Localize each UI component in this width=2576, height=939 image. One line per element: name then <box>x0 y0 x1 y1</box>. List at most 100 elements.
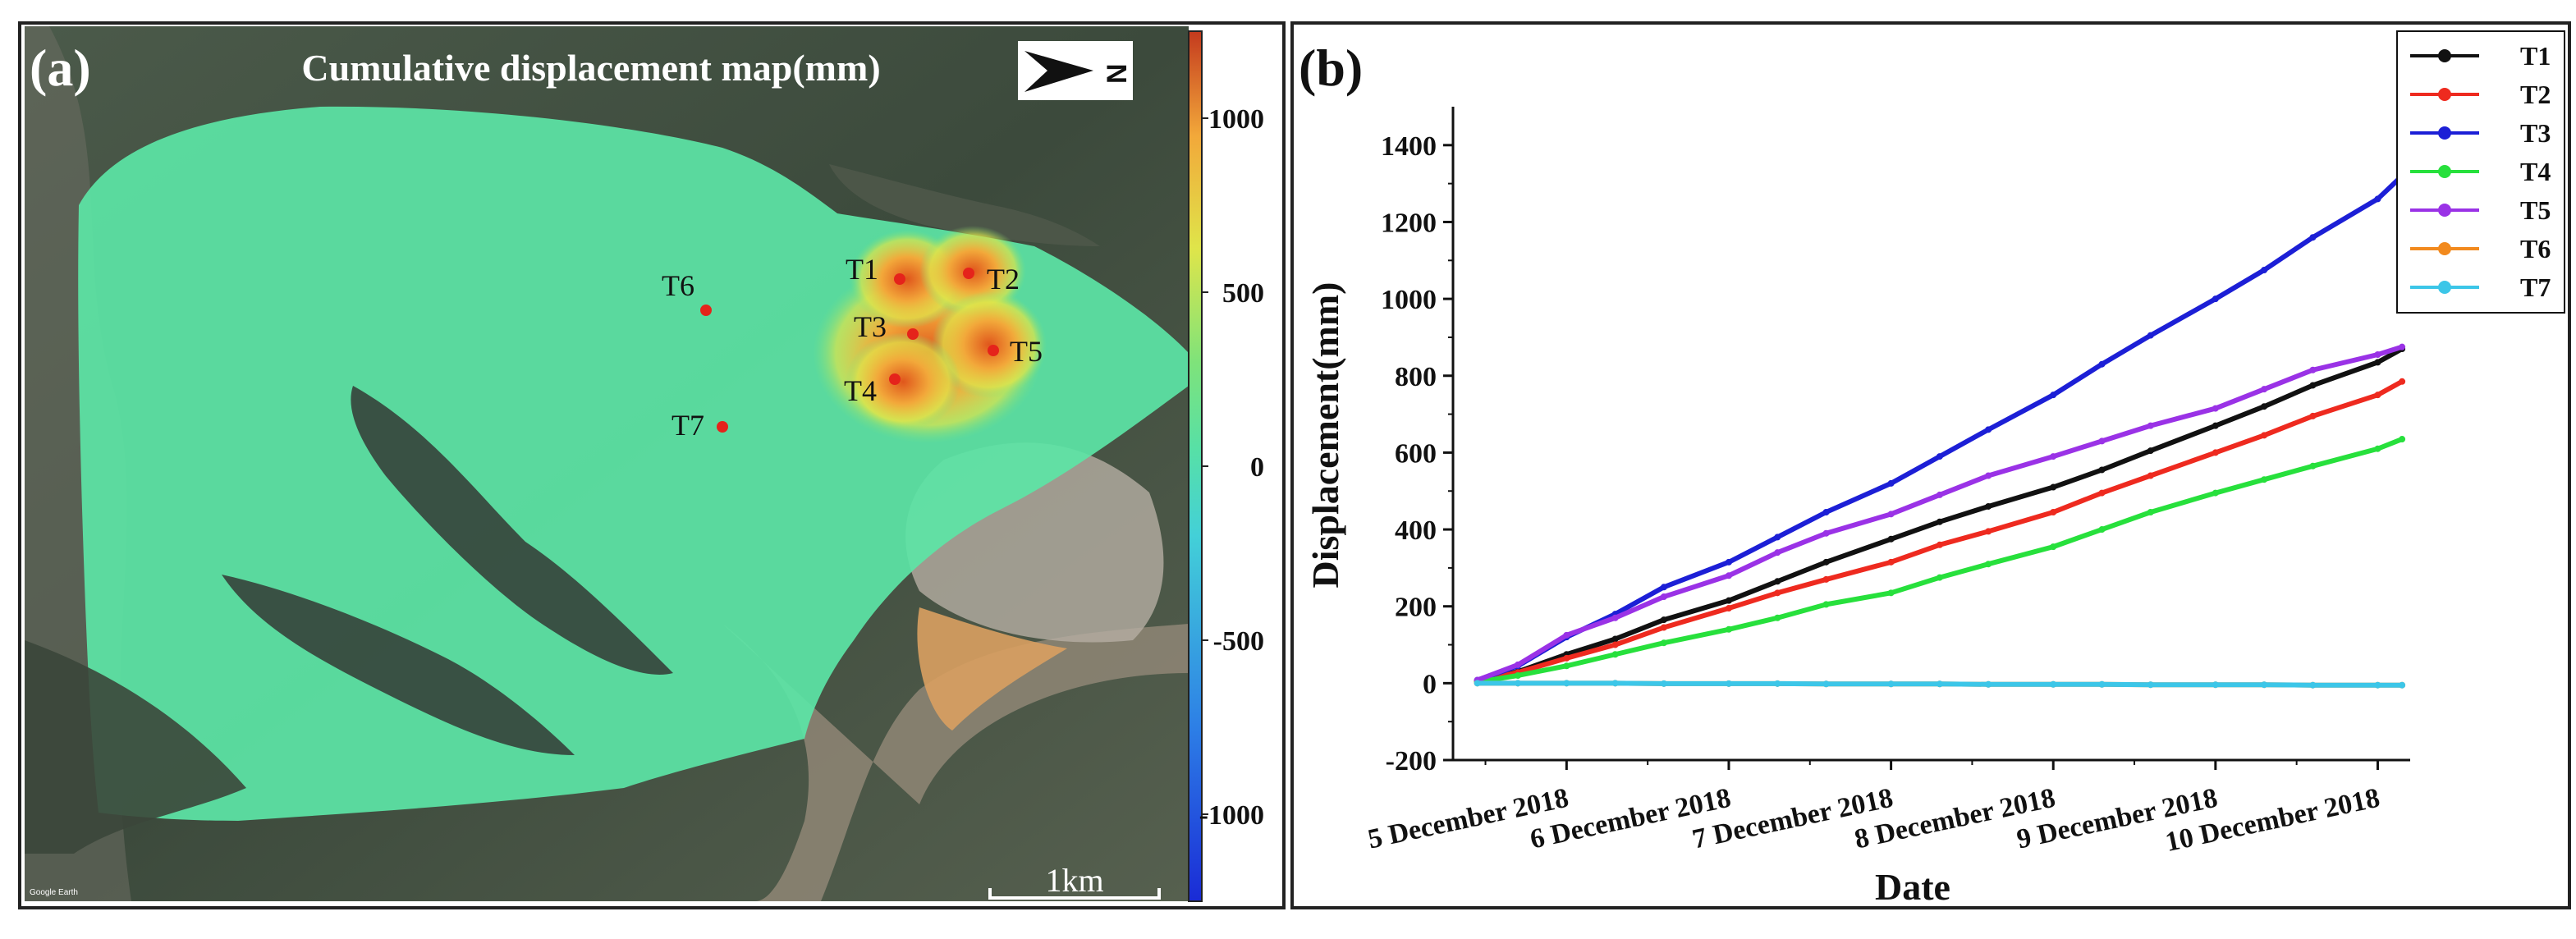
data-point-t5 <box>1725 572 1732 579</box>
forest-patch-1 <box>351 386 673 675</box>
y-tick-label: 800 <box>1395 362 1437 392</box>
data-point-t1 <box>2309 382 2317 389</box>
data-point-t2 <box>2309 412 2317 419</box>
data-point-t3 <box>1936 453 1943 460</box>
data-point-t3 <box>2309 234 2317 241</box>
data-point-t2 <box>2261 432 2268 439</box>
data-point-t2 <box>2374 392 2381 399</box>
colorbar-tick-label: 0 <box>1250 452 1264 483</box>
y-tick-label: 1400 <box>1381 131 1437 162</box>
data-point-t4 <box>2212 489 2219 497</box>
y-tick-label: -200 <box>1386 746 1437 776</box>
data-point-t7 <box>2261 681 2268 689</box>
legend-label-t7: T7 <box>2520 273 2551 302</box>
point-label-t5: T5 <box>1010 335 1043 368</box>
scale-label: 1km <box>1045 862 1103 899</box>
data-point-t7 <box>1611 680 1619 687</box>
data-point-t7 <box>2309 681 2317 689</box>
data-point-t4 <box>1725 625 1732 633</box>
satellite-map <box>25 26 1189 901</box>
panel-b-letter: (b) <box>1299 39 1363 97</box>
data-point-t3 <box>2098 360 2106 368</box>
data-point-t2 <box>1611 641 1619 648</box>
data-point-t4 <box>1985 561 1992 568</box>
point-label-t3: T3 <box>854 310 887 343</box>
point-marker-t6 <box>700 305 712 316</box>
colorbar-tick-label: -500 <box>1213 626 1264 657</box>
data-point-t5 <box>2098 437 2106 445</box>
data-point-t4 <box>1660 639 1667 647</box>
y-axis-label: Displacement(mm) <box>1304 282 1346 588</box>
data-point-t1 <box>1887 535 1895 543</box>
data-point-t2 <box>1822 575 1830 583</box>
data-point-t7 <box>1474 680 1481 687</box>
data-point-t2 <box>1660 624 1667 631</box>
data-point-t4 <box>2399 436 2406 443</box>
data-point-t3 <box>2261 267 2268 273</box>
data-point-t7 <box>2399 681 2406 689</box>
point-label-t2: T2 <box>987 263 1020 295</box>
data-point-t4 <box>1563 662 1570 670</box>
data-point-t2 <box>1725 605 1732 612</box>
data-point-t3 <box>2374 195 2381 203</box>
legend-marker-t1 <box>2438 49 2451 62</box>
data-point-t7 <box>1822 680 1830 688</box>
panel-a-letter: (a) <box>30 39 91 97</box>
data-point-t2 <box>1887 558 1895 566</box>
data-point-t1 <box>2098 466 2106 474</box>
data-point-t5 <box>2399 343 2406 350</box>
data-point-t1 <box>1822 558 1830 566</box>
data-point-t5 <box>2309 366 2317 373</box>
legend-label-t2: T2 <box>2520 80 2551 109</box>
data-point-t2 <box>1774 589 1781 597</box>
data-point-t5 <box>2147 422 2154 429</box>
hotspot-t5 <box>932 291 1047 398</box>
data-point-t7 <box>2050 680 2057 688</box>
data-point-t3 <box>2212 295 2219 303</box>
point-marker-t3 <box>907 328 919 340</box>
hotspot-t4 <box>846 332 960 431</box>
data-point-t5 <box>2050 453 2057 460</box>
north-label: N <box>1102 63 1133 84</box>
data-point-t5 <box>1611 614 1619 621</box>
series-t7 <box>1474 680 2406 689</box>
data-point-t1 <box>1725 597 1732 604</box>
data-point-t2 <box>2399 378 2406 385</box>
legend-label-t5: T5 <box>2520 195 2551 225</box>
data-point-t1 <box>1611 635 1619 643</box>
data-point-t4 <box>2098 526 2106 534</box>
data-point-t5 <box>1660 593 1667 600</box>
data-point-t1 <box>2374 359 2381 366</box>
data-point-t4 <box>2261 476 2268 483</box>
data-point-t2 <box>2050 508 2057 515</box>
data-point-t1 <box>1936 518 1943 525</box>
data-point-t5 <box>1936 491 1943 498</box>
data-point-t2 <box>1563 654 1570 662</box>
legend-marker-t5 <box>2438 204 2451 217</box>
data-point-t5 <box>1887 511 1895 518</box>
point-label-t6: T6 <box>662 269 694 302</box>
data-point-t7 <box>2147 681 2154 689</box>
data-point-t3 <box>1985 426 1992 433</box>
point-marker-t4 <box>889 373 901 385</box>
data-point-t4 <box>1515 671 1522 679</box>
data-point-t5 <box>1563 631 1570 639</box>
y-tick-label: 0 <box>1423 669 1437 699</box>
data-point-t1 <box>1774 578 1781 585</box>
series-t5 <box>1474 343 2406 684</box>
data-point-t1 <box>1985 502 1992 510</box>
y-tick-label: 1200 <box>1381 208 1437 238</box>
data-point-t5 <box>1774 549 1781 557</box>
data-point-t5 <box>1985 472 1992 479</box>
data-point-t3 <box>1887 479 1895 487</box>
data-point-t4 <box>1611 651 1619 658</box>
data-point-t7 <box>1774 680 1781 687</box>
data-point-t2 <box>2098 489 2106 497</box>
series-t3 <box>1474 172 2406 684</box>
data-point-t4 <box>1887 589 1895 597</box>
point-marker-t2 <box>963 268 974 279</box>
north-arrow-icon <box>1024 51 1093 92</box>
x-axis-label: Date <box>1875 866 1950 908</box>
